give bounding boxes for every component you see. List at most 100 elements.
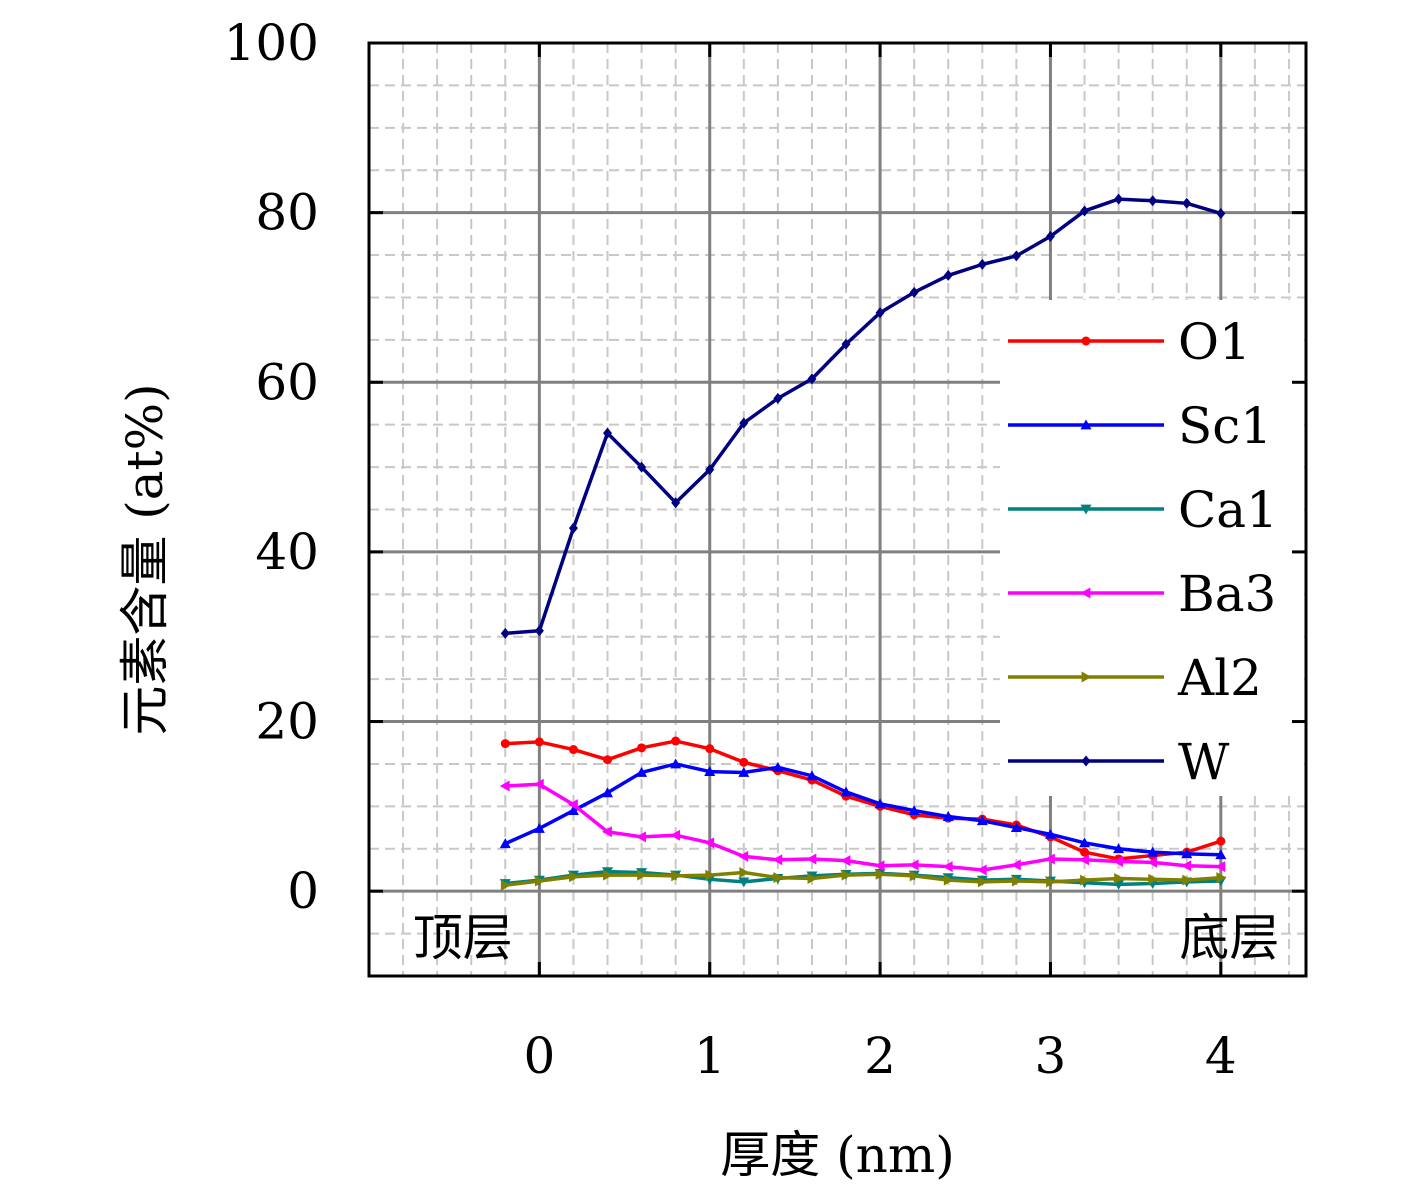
data-point-Sc1 — [567, 805, 579, 816]
series-line-Sc1 — [504, 762, 1221, 857]
data-point-Sc1 — [636, 766, 648, 777]
data-point-Sc1 — [533, 822, 545, 833]
data-point-O1 — [603, 755, 613, 765]
legend: O1 Sc1 Ca1 Ba3 Al2 W — [1000, 300, 1304, 796]
data-point-W — [671, 497, 681, 509]
legend-label: Al2 — [1177, 649, 1262, 707]
legend-swatch-marker — [1081, 671, 1092, 683]
data-point-W — [637, 461, 647, 473]
data-point-Ba3 — [602, 826, 612, 838]
data-point-O1 — [1080, 847, 1090, 857]
data-point-O1 — [500, 739, 510, 749]
data-point-Ba3 — [806, 853, 817, 865]
data-point-Ba3 — [874, 860, 885, 872]
data-point-Sc1 — [602, 787, 614, 798]
annotation: 底层 — [1179, 909, 1279, 967]
legend-item: Ba3 — [1008, 565, 1276, 623]
data-point-Ba3 — [772, 854, 783, 866]
x-tick-label: 1 — [694, 1027, 726, 1085]
data-point-W — [739, 417, 749, 429]
data-point-Sc1 — [1215, 849, 1227, 860]
series-Al2 — [500, 867, 1227, 891]
legend-background — [1000, 300, 1304, 796]
data-point-Ba3 — [1147, 856, 1158, 868]
ticks — [369, 41, 1306, 976]
data-point-O1 — [739, 757, 749, 767]
series-Ba3 — [499, 778, 1226, 876]
data-point-Ba3 — [670, 829, 681, 841]
data-point-W — [943, 269, 953, 281]
data-point-Ba3 — [942, 861, 953, 873]
y-tick-label: 100 — [224, 14, 319, 72]
legend-label: O1 — [1178, 313, 1251, 371]
data-point-Al2 — [1046, 876, 1056, 888]
legend-swatch-marker — [1081, 336, 1091, 346]
x-tick-label: 0 — [523, 1027, 555, 1085]
x-tick-label: 2 — [864, 1027, 896, 1085]
data-point-Sc1 — [908, 805, 920, 816]
data-point-Ba3 — [1010, 859, 1021, 871]
y-tick-label: 40 — [255, 523, 319, 581]
data-point-W — [1216, 207, 1226, 219]
y-tick-label: 20 — [255, 693, 319, 751]
data-point-Sc1 — [874, 798, 886, 809]
data-point-W — [568, 522, 578, 534]
data-point-Al2 — [841, 869, 852, 881]
legend-label: Ba3 — [1178, 565, 1276, 623]
data-point-Al2 — [739, 867, 750, 879]
legend-label: Sc1 — [1178, 397, 1272, 455]
annotations: 顶层 底层 — [413, 909, 1280, 967]
series-layer — [499, 193, 1227, 891]
data-point-Ba3 — [1113, 855, 1123, 867]
series-line-Ba3 — [505, 782, 1221, 872]
data-point-Al2 — [909, 870, 920, 882]
data-point-Sc1 — [704, 766, 716, 776]
data-point-Al2 — [943, 874, 954, 886]
data-point-Ba3 — [1079, 854, 1089, 866]
data-point-W — [875, 307, 885, 319]
data-point-Ba3 — [704, 837, 715, 849]
data-point-Ba3 — [1181, 860, 1192, 872]
data-point-W — [1080, 205, 1090, 217]
data-point-O1 — [671, 736, 681, 746]
legend-item: Ca1 — [1008, 481, 1278, 539]
data-point-Al2 — [1182, 874, 1193, 886]
x-axis-title: 厚度 (nm) — [720, 1126, 955, 1184]
data-point-Ba3 — [840, 855, 851, 867]
series-Sc1 — [499, 758, 1227, 860]
data-point-Al2 — [1216, 872, 1227, 884]
data-point-Sc1 — [670, 758, 682, 769]
data-point-Sc1 — [806, 770, 818, 781]
legend-item: Sc1 — [1008, 397, 1272, 455]
data-point-W — [1045, 230, 1055, 242]
data-point-Ba3 — [499, 780, 510, 792]
data-point-Al2 — [603, 869, 614, 881]
y-tick-label: 60 — [255, 353, 319, 411]
legend-swatch-marker — [1081, 755, 1091, 767]
data-point-Sc1 — [772, 761, 784, 772]
data-point-W — [773, 392, 783, 404]
data-point-Sc1 — [1044, 828, 1056, 839]
data-point-Al2 — [977, 876, 988, 888]
data-point-Sc1 — [942, 811, 954, 821]
data-point-Sc1 — [1113, 843, 1125, 854]
data-point-W — [534, 625, 544, 637]
data-point-Ba3 — [908, 859, 919, 871]
data-point-W — [500, 627, 510, 639]
data-point-Al2 — [671, 870, 682, 882]
data-point-W — [1011, 250, 1021, 262]
data-point-Sc1 — [1079, 837, 1091, 848]
data-point-Al2 — [773, 872, 784, 884]
series-O1 — [500, 736, 1226, 864]
data-point-Al2 — [500, 879, 511, 891]
legend-item: W — [1008, 733, 1230, 791]
data-point-Sc1 — [1010, 822, 1022, 832]
y-axis-title: 元素含量 (at%) — [116, 383, 174, 735]
data-point-W — [1182, 197, 1192, 209]
series-line-O1 — [505, 739, 1222, 861]
data-point-W — [705, 464, 715, 476]
x-tick-label: 4 — [1205, 1027, 1237, 1085]
data-point-Ba3 — [976, 864, 987, 876]
data-point-Ba3 — [567, 799, 578, 811]
